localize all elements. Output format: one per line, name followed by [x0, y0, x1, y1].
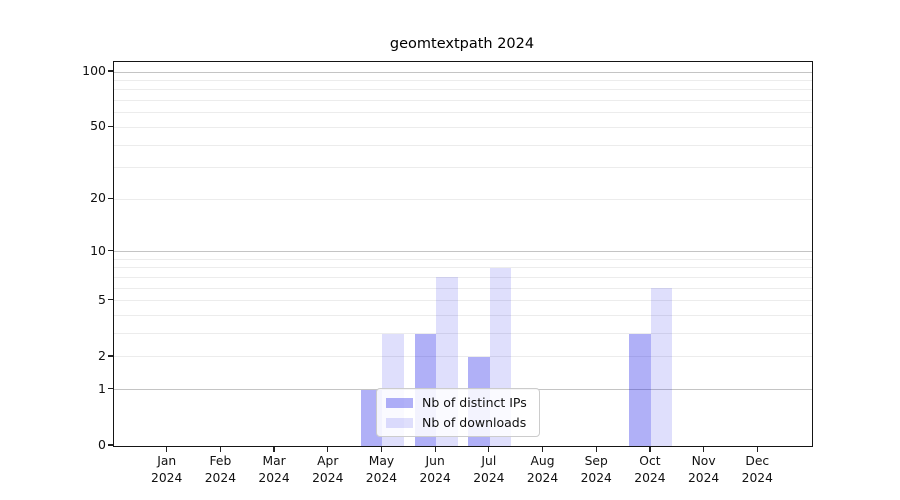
- x-tick-mark: [541, 446, 544, 452]
- y-tick-mark: [108, 388, 113, 390]
- x-tick-label-nov: Nov 2024: [687, 454, 720, 485]
- legend-item-distinct-ips: Nb of distinct IPs: [386, 395, 527, 410]
- y-tick-label: 5: [98, 291, 106, 307]
- bar-downloads-oct: [650, 288, 673, 446]
- x-tick-label-dec: Dec 2024: [741, 454, 773, 485]
- plot-area: Nb of distinct IPs Nb of downloads: [113, 61, 813, 447]
- x-tick-mark: [166, 446, 168, 452]
- y-tick-mark: [108, 197, 113, 199]
- y-tick-label: 2: [98, 347, 106, 363]
- x-tick-mark: [327, 446, 329, 452]
- bar-distinct-ips-oct: [629, 333, 651, 446]
- x-tick-label-jul: Jul 2024: [473, 454, 505, 485]
- gridline-minor: [114, 258, 812, 260]
- gridline-minor: [114, 89, 812, 91]
- y-tick-mark: [108, 444, 113, 446]
- y-tick-label: 50: [90, 118, 106, 134]
- y-tick-label: 1: [98, 380, 106, 396]
- x-tick-mark: [219, 446, 222, 452]
- x-tick-label-sep: Sep 2024: [580, 454, 612, 485]
- x-tick-mark: [702, 446, 705, 452]
- x-tick-label-mar: Mar 2024: [258, 454, 290, 485]
- gridline-minor: [114, 315, 812, 317]
- y-tick-label: 10: [90, 242, 106, 258]
- legend-label-downloads: Nb of downloads: [422, 415, 527, 430]
- x-tick-mark: [434, 446, 436, 452]
- chart-title: geomtextpath 2024: [389, 36, 535, 52]
- legend: Nb of distinct IPs Nb of downloads: [376, 388, 540, 437]
- x-tick-label-oct: Oct 2024: [634, 454, 666, 485]
- gridline-minor: [114, 126, 812, 128]
- gridline-minor: [114, 100, 812, 102]
- gridline-minor: [114, 112, 812, 114]
- gridline-major: [114, 251, 812, 253]
- gridline-minor: [114, 144, 812, 146]
- x-tick-mark: [649, 446, 651, 452]
- gridline-minor: [114, 300, 812, 302]
- gridline-minor: [114, 287, 812, 289]
- gridline-minor: [114, 333, 812, 335]
- y-tick-mark: [108, 250, 113, 252]
- gridline-minor: [114, 356, 812, 358]
- y-tick-mark: [108, 299, 113, 301]
- gridline-minor: [114, 79, 812, 81]
- x-tick-label-jan: Jan 2024: [151, 454, 183, 485]
- gridline-minor: [114, 276, 812, 278]
- x-tick-mark: [273, 446, 275, 452]
- legend-item-downloads: Nb of downloads: [386, 415, 527, 430]
- x-tick-label-may: May 2024: [365, 454, 398, 485]
- y-tick-label: 0: [98, 437, 106, 452]
- y-tick-label: 100: [82, 63, 106, 78]
- y-tick-mark: [108, 125, 113, 128]
- x-tick-mark: [595, 446, 597, 452]
- gridline-minor: [114, 198, 812, 200]
- y-tick-label: 20: [90, 190, 106, 206]
- legend-swatch-distinct-ips: [386, 397, 413, 408]
- y-tick-mark: [108, 355, 113, 357]
- x-tick-label-feb: Feb 2024: [204, 454, 237, 485]
- x-tick-label-jun: Jun 2024: [419, 454, 451, 485]
- gridline-major: [114, 71, 812, 73]
- legend-label-distinct-ips: Nb of distinct IPs: [422, 395, 527, 410]
- x-tick-label-aug: Aug 2024: [526, 454, 559, 485]
- legend-swatch-downloads: [386, 417, 413, 428]
- x-tick-label-apr: Apr 2024: [312, 454, 344, 485]
- gridline-minor: [114, 167, 812, 169]
- x-tick-mark: [380, 446, 383, 452]
- gridline-minor: [114, 267, 812, 269]
- x-tick-mark: [756, 446, 758, 452]
- y-tick-mark: [108, 70, 113, 72]
- x-tick-mark: [488, 446, 490, 452]
